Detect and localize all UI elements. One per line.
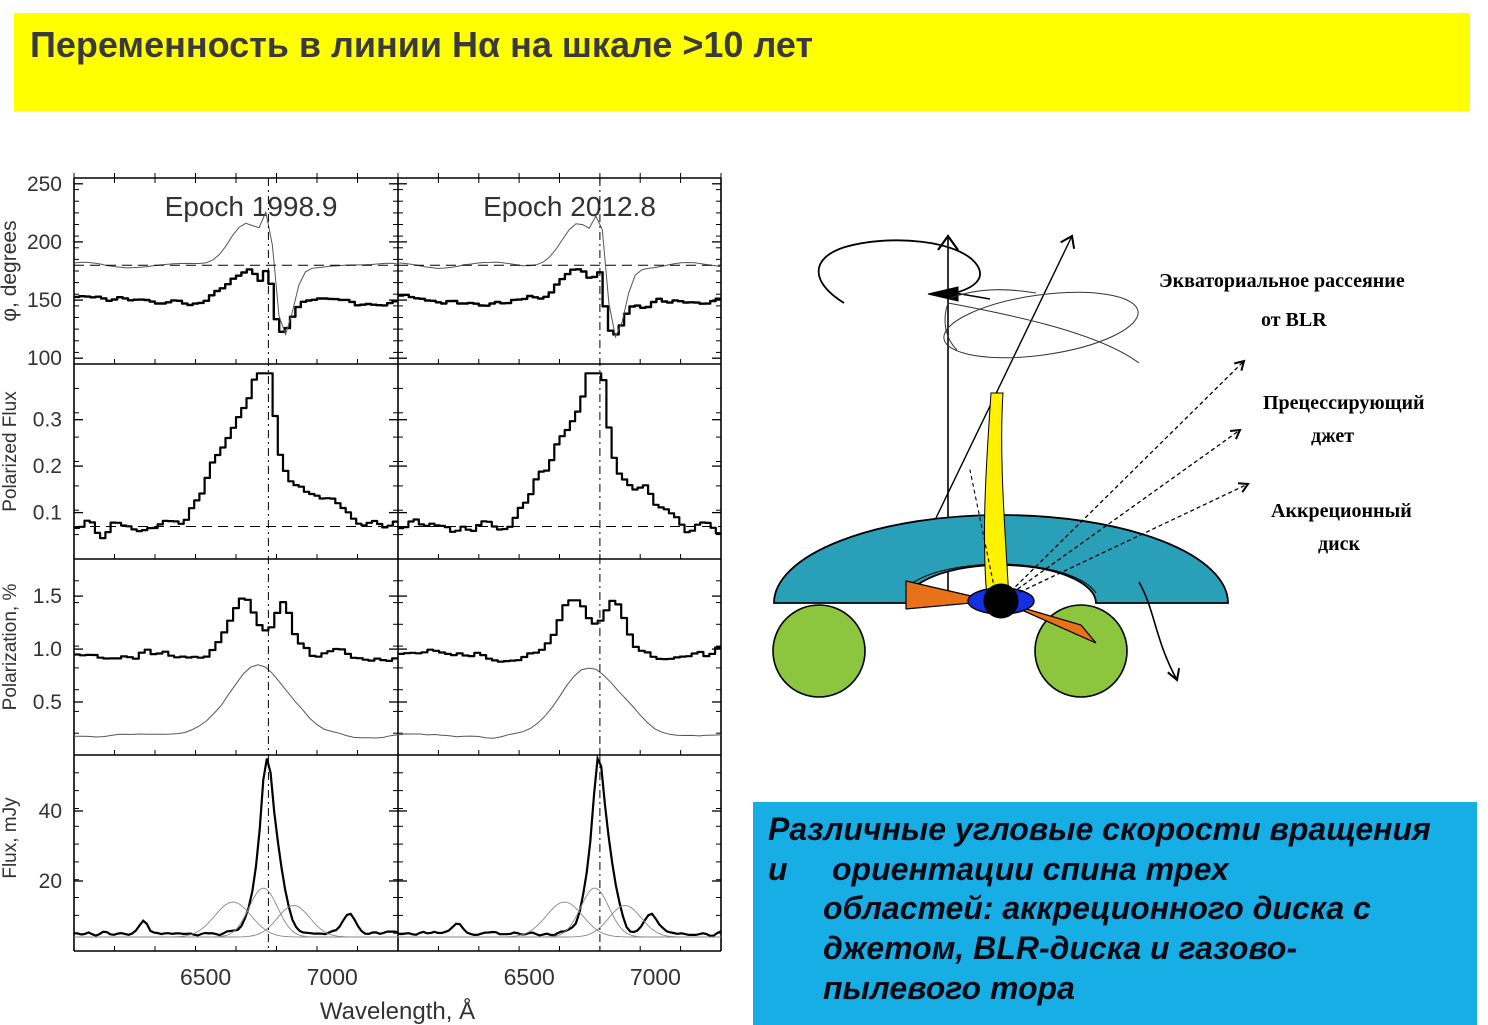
svg-text:0.1: 0.1 [33, 502, 62, 525]
svg-text:φ, degrees: φ, degrees [0, 220, 21, 321]
svg-text:0.5: 0.5 [33, 691, 62, 714]
svg-text:0.3: 0.3 [33, 409, 62, 432]
svg-text:Прецессирующий: Прецессирующий [1263, 392, 1425, 414]
svg-text:7000: 7000 [307, 964, 358, 990]
svg-text:40: 40 [39, 800, 62, 823]
svg-text:150: 150 [27, 289, 62, 312]
svg-text:1.5: 1.5 [33, 585, 62, 608]
svg-text:6500: 6500 [504, 964, 555, 990]
svg-text:Экваториальное рассеяние: Экваториальное рассеяние [1159, 270, 1405, 292]
svg-text:0.2: 0.2 [33, 455, 62, 478]
svg-text:джет: джет [1311, 425, 1354, 447]
svg-text:7000: 7000 [630, 964, 681, 990]
svg-text:Epoch 1998.9: Epoch 1998.9 [165, 191, 338, 222]
svg-text:Epoch 2012.8: Epoch 2012.8 [483, 191, 656, 222]
svg-text:диск: диск [1318, 533, 1361, 555]
svg-text:250: 250 [27, 173, 62, 196]
svg-text:от BLR: от BLR [1261, 309, 1327, 331]
svg-text:Flux, mJy: Flux, mJy [0, 797, 21, 879]
svg-text:6500: 6500 [180, 964, 231, 990]
svg-text:Polarized Flux: Polarized Flux [0, 391, 21, 512]
svg-text:1.0: 1.0 [33, 638, 62, 661]
svg-text:200: 200 [27, 231, 62, 254]
svg-text:Wavelength, Å: Wavelength, Å [320, 997, 475, 1025]
svg-text:Polarization, %: Polarization, % [0, 584, 21, 711]
svg-text:20: 20 [39, 870, 62, 893]
svg-text:100: 100 [27, 347, 62, 370]
svg-text:Аккреционный: Аккреционный [1271, 500, 1412, 522]
